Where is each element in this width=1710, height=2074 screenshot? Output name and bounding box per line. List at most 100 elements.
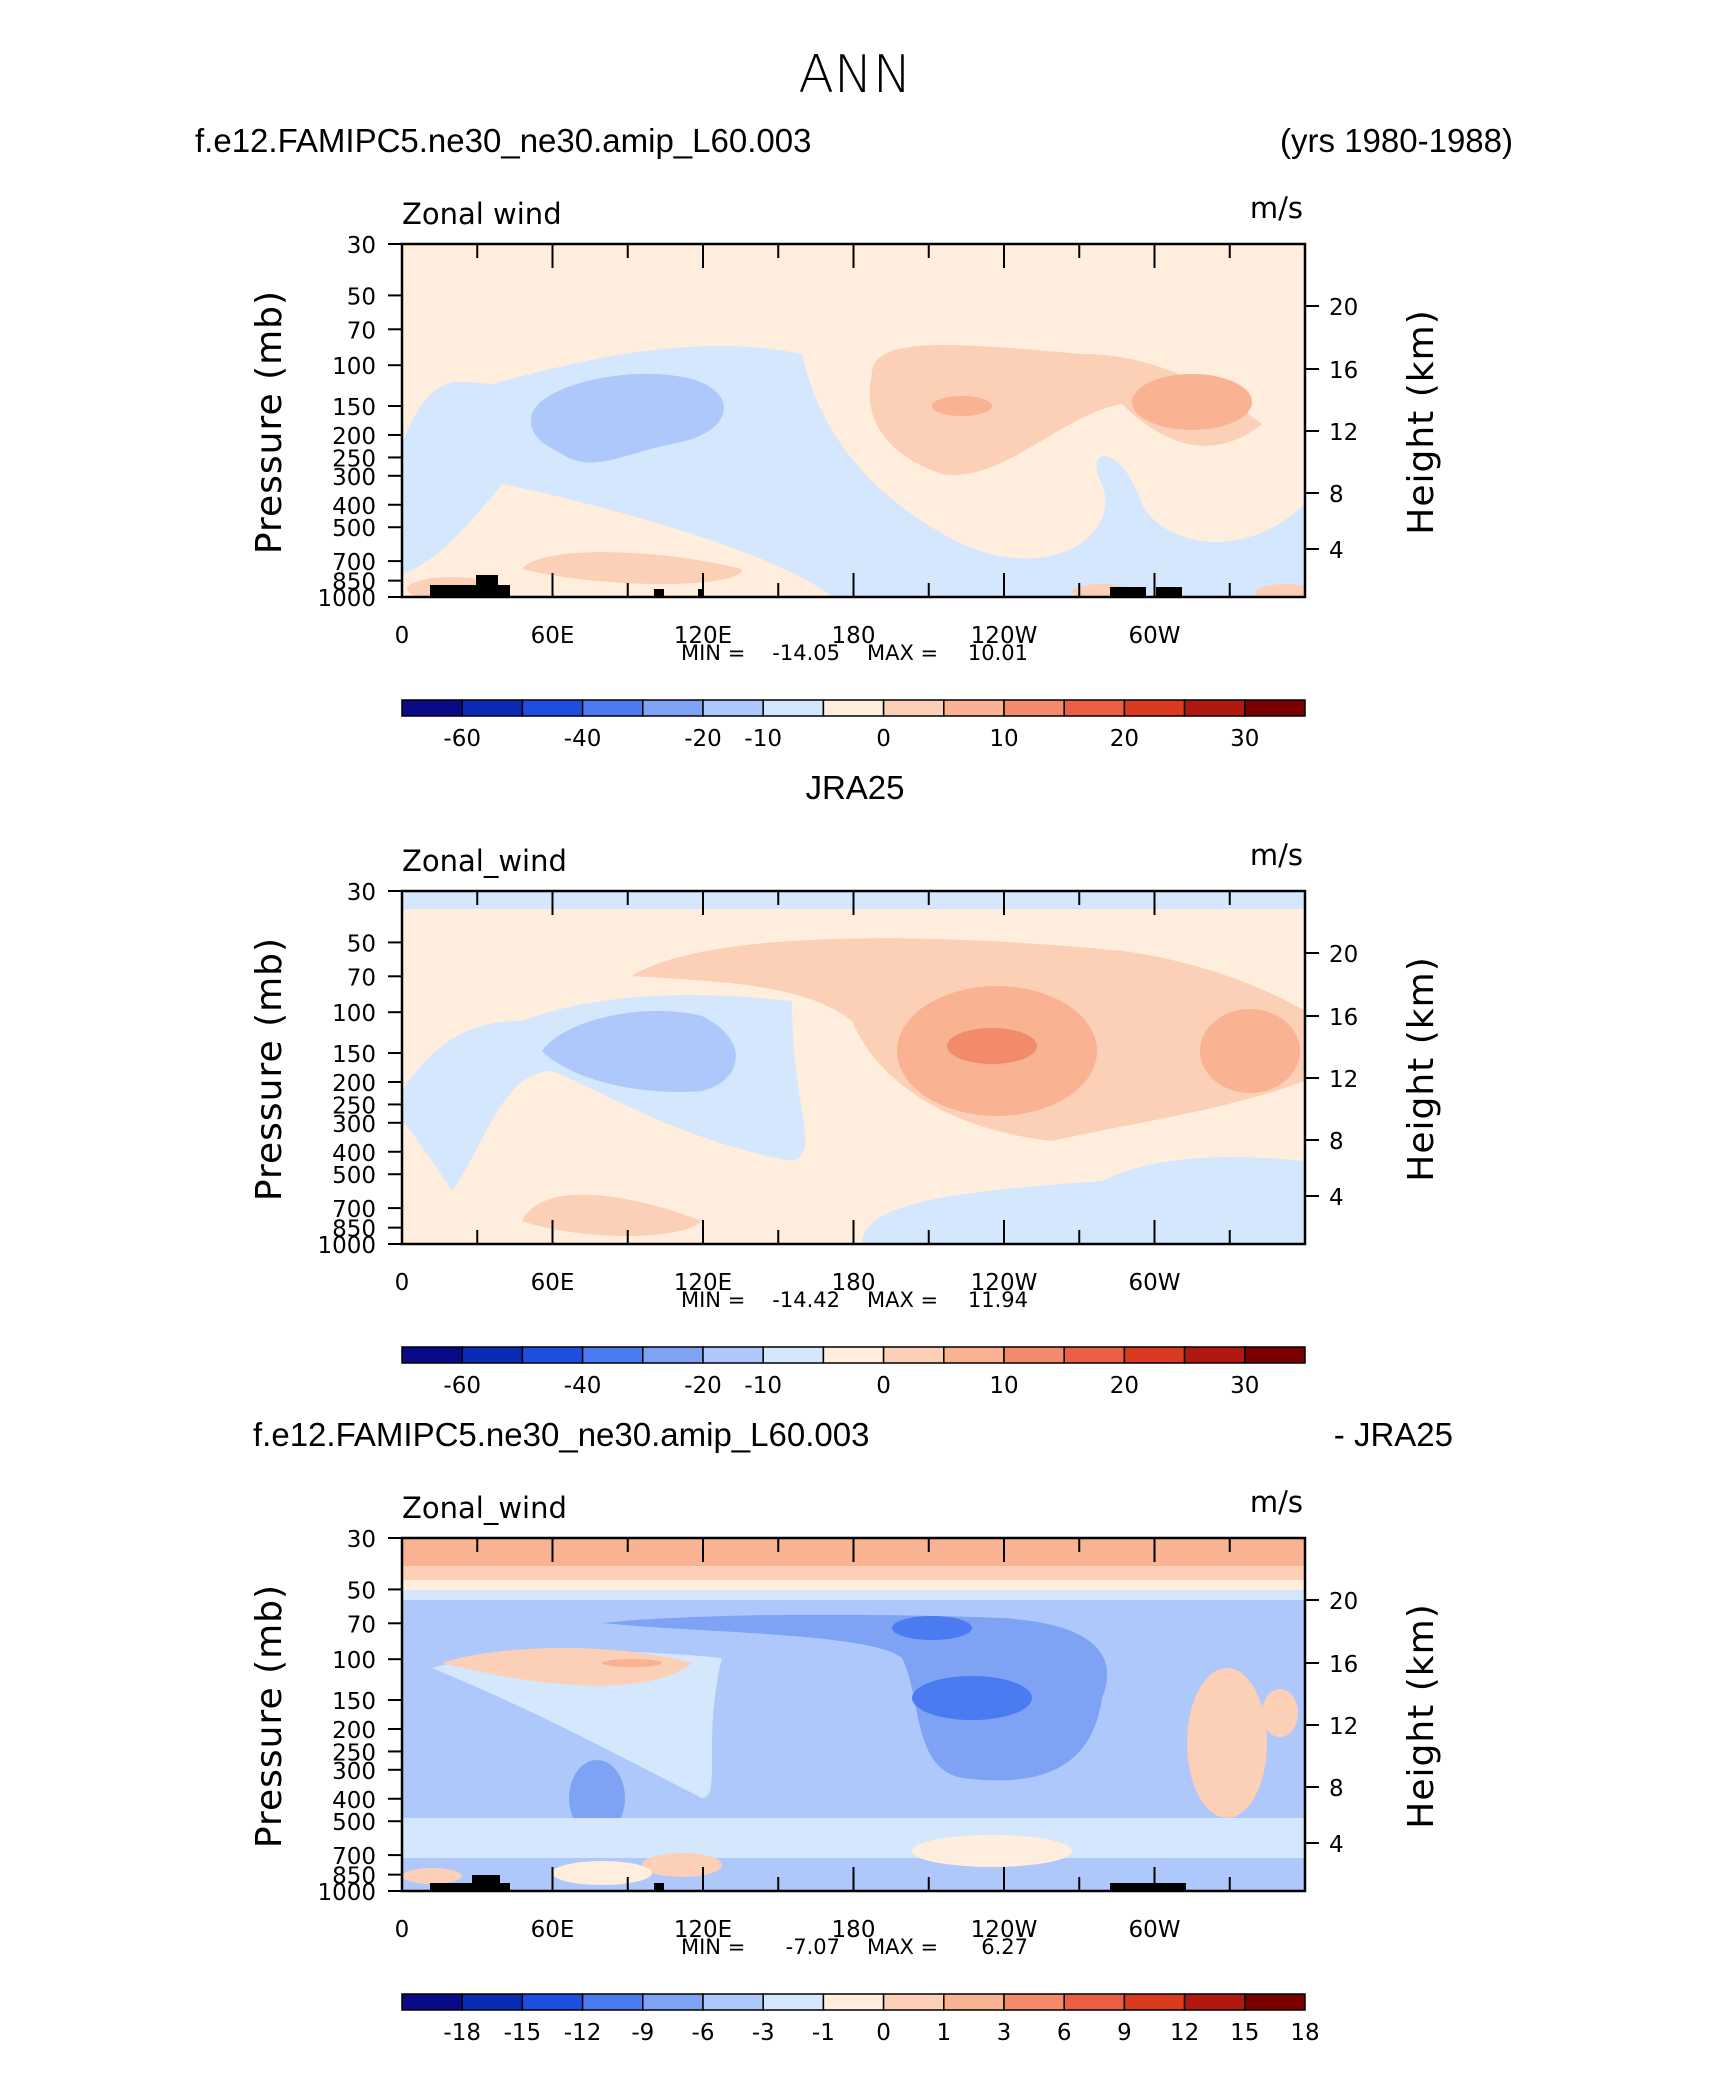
x-tick-label: 180 [832,1270,876,1296]
x-tick-label: 60W [1128,1270,1180,1296]
contour-band-minus10 [531,373,725,463]
colorbar-label: -18 [443,2020,481,2046]
topography-mask [472,1875,500,1883]
y2-tick-label: 20 [1329,942,1358,968]
colorbar-swatch [702,1346,764,1364]
y-tick-label: 70 [347,1612,376,1638]
x-tick-label: 0 [395,1917,410,1943]
colorbar-swatch [762,1993,825,2011]
y2-tick-label: 8 [1329,1776,1344,1802]
y-tick-label: 150 [332,395,376,421]
y-tick-label: 70 [347,965,376,991]
x-tick-label: 60W [1128,1917,1180,1943]
colorbar: -60 -40 -20 -10 0 10 20 30 [401,699,1306,752]
y-tick-label: 300 [332,1759,376,1785]
y-tick-label: 300 [332,465,376,491]
colorbar-swatch [401,699,463,717]
colorbar-swatch [822,1993,885,2011]
contour-band-plus10 [1200,1009,1300,1093]
x-tick-label: 180 [832,1917,876,1943]
y-tick-label: 500 [332,1810,376,1836]
colorbar-swatch [642,1346,704,1364]
y-tick-label: 100 [332,354,376,380]
colorbar-swatch [642,699,704,717]
topography-mask [1110,1883,1186,1891]
colorbar-swatch [581,699,644,717]
y2-tick-label: 12 [1329,420,1358,446]
colorbar-swatch [822,1346,885,1364]
contour-band-minus10 [542,1010,736,1092]
max-value: 10.01 [968,641,1028,665]
colorbar-label: 6 [1057,2020,1072,2046]
colorbar-swatch [943,699,1005,717]
contour-band-plus5 [522,552,742,584]
units-label: m/s [1250,838,1303,872]
colorbar-label: -1 [812,2020,835,2046]
colorbar-label: 0 [876,1373,891,1399]
colorbar-label: 10 [989,1373,1018,1399]
y-tick-label: 50 [347,931,376,957]
min-label: MIN = [681,641,745,665]
colorbar-label: -6 [692,2020,715,2046]
colorbar: -60 -40 -20 -10 0 10 20 30 [401,1346,1306,1399]
min-label: MIN = [681,1288,745,1312]
y-tick-label: 500 [332,1163,376,1189]
colorbar-swatch [1244,1346,1306,1364]
topography-mask [1110,587,1146,597]
contour-band-plus5 [522,1194,702,1236]
contour-band-minus5 [862,1157,1305,1244]
x-tick-label: 180 [832,623,876,649]
x-tick-label: 60E [531,623,575,649]
variable-label: Zonal_wind [402,844,567,878]
colorbar-swatch [1003,1993,1065,2011]
y-tick-label: 100 [332,1001,376,1027]
colorbar-swatch [1123,1993,1186,2011]
contour-band-plus1 [642,1853,722,1877]
y-tick-label: 30 [347,880,376,906]
y2-tick-label: 16 [1329,1652,1358,1678]
y-axis-label: Pressure (mb) [249,937,290,1201]
panel-title-left: f.e12.FAMIPC5.ne30_ne30.amip_L60.003 [253,1416,869,1453]
colorbar-swatch [1063,699,1126,717]
panel-title-right: (yrs 1980-1988) [1280,122,1513,159]
y-tick-label: 50 [347,284,376,310]
colorbar-swatch [882,699,945,717]
colorbar-swatch [521,1346,584,1364]
panel-1: f.e12.FAMIPC5.ne30_ne30.amip_L60.003 (yrs… [195,122,1513,752]
colorbar-label: 12 [1170,2020,1199,2046]
panel-title-right: - JRA25 [1334,1416,1453,1453]
colorbar-swatch [943,1993,1005,2011]
colorbar-label: 20 [1110,726,1139,752]
contour-band-zero [552,1861,652,1885]
colorbar-swatch [822,699,885,717]
colorbar-swatch [1183,699,1246,717]
contour-band-plus1 [1262,1689,1298,1737]
colorbar-label: 0 [876,726,891,752]
colorbar-swatch [1123,1346,1186,1364]
colorbar-swatch [581,1346,644,1364]
x-tick-label: 60W [1128,623,1180,649]
y-tick-label: 200 [332,1071,376,1097]
y-tick-label: 700 [332,1197,376,1223]
colorbar-label: -20 [684,1373,722,1399]
y2-tick-label: 4 [1329,1185,1344,1211]
y-tick-label: 30 [347,233,376,259]
colorbar-swatch [1244,699,1306,717]
colorbar-swatch [762,1346,825,1364]
y2-tick-label: 8 [1329,482,1344,508]
x-tick-label: 120E [674,1270,732,1296]
colorbar: -18 -15 -12 -9 -6 -3 -1 0 1 3 6 9 12 15 18 [401,1993,1320,2046]
colorbar-swatch [762,699,825,717]
contour-band-minus6 [892,1616,972,1640]
contour-band-minus3 [602,1614,1108,1781]
contour-field [402,891,1305,1244]
topography-mask [430,1883,510,1891]
x-tick-label: 120E [674,1917,732,1943]
units-label: m/s [1250,191,1303,225]
colorbar-label: -20 [684,726,722,752]
topography-mask [654,1883,664,1891]
max-label: MAX = [867,1935,938,1959]
contour-band-plus5 [1255,584,1305,597]
max-label: MAX = [867,1288,938,1312]
